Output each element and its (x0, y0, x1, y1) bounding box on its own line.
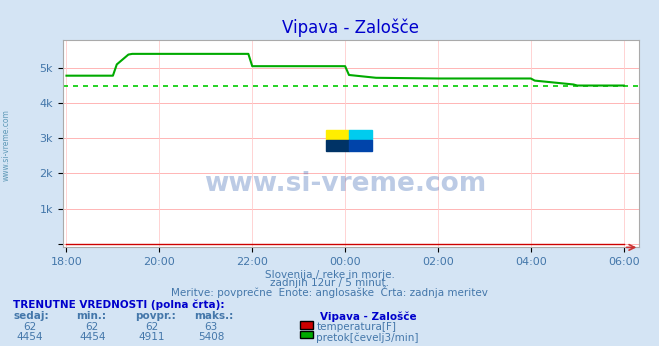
Text: povpr.:: povpr.: (135, 311, 176, 321)
Title: Vipava - Zalošče: Vipava - Zalošče (283, 18, 419, 37)
Bar (349, 129, 372, 140)
Text: www.si-vreme.com: www.si-vreme.com (2, 109, 11, 181)
Text: temperatura[F]: temperatura[F] (316, 322, 396, 333)
Bar (349, 140, 372, 151)
Text: maks.:: maks.: (194, 311, 234, 321)
Text: Meritve: povprečne  Enote: anglosaške  Črta: zadnja meritev: Meritve: povprečne Enote: anglosaške Črt… (171, 286, 488, 298)
Text: min.:: min.: (76, 311, 106, 321)
Text: 63: 63 (204, 322, 217, 333)
Text: www.si-vreme.com: www.si-vreme.com (204, 171, 486, 197)
Bar (326, 129, 349, 140)
Text: 62: 62 (145, 322, 158, 333)
Text: 4454: 4454 (16, 332, 43, 342)
Text: 62: 62 (86, 322, 99, 333)
Text: pretok[čevelj3/min]: pretok[čevelj3/min] (316, 332, 419, 343)
Bar (326, 140, 349, 151)
Text: TRENUTNE VREDNOSTI (polna črta):: TRENUTNE VREDNOSTI (polna črta): (13, 299, 225, 310)
Text: 4911: 4911 (138, 332, 165, 342)
Text: 62: 62 (23, 322, 36, 333)
Text: 4454: 4454 (79, 332, 105, 342)
Text: sedaj:: sedaj: (13, 311, 49, 321)
Text: Vipava - Zalošče: Vipava - Zalošče (320, 311, 416, 322)
Text: zadnjih 12ur / 5 minut.: zadnjih 12ur / 5 minut. (270, 278, 389, 288)
Text: 5408: 5408 (198, 332, 224, 342)
Text: Slovenija / reke in morje.: Slovenija / reke in morje. (264, 270, 395, 280)
